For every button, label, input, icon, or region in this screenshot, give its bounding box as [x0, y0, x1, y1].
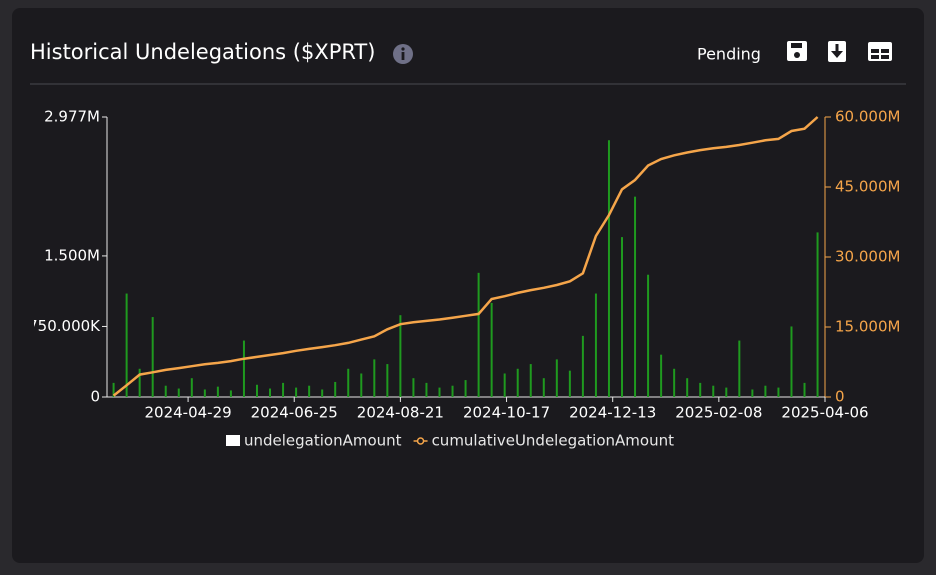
bar — [738, 340, 741, 397]
bar — [464, 380, 467, 397]
bar — [282, 382, 285, 397]
y2-tick-label: 45.000M — [835, 178, 900, 196]
bar — [516, 368, 519, 397]
bar — [138, 368, 141, 397]
bar — [425, 382, 428, 397]
bar — [542, 378, 545, 397]
bar — [790, 326, 793, 397]
legend-label: undelegationAmount — [244, 432, 402, 450]
bar — [477, 272, 480, 397]
bar — [242, 340, 245, 397]
bar — [751, 389, 754, 397]
bar — [660, 354, 663, 397]
bar — [360, 373, 363, 397]
y-tick-label: 1.500M — [44, 246, 100, 264]
legend: undelegationAmount cumulativeUndelegation… — [226, 432, 674, 450]
bar — [581, 335, 584, 397]
bar — [594, 293, 597, 397]
chart-title: Historical Undelegations ($XPRT) — [30, 40, 375, 64]
bar — [125, 293, 128, 397]
bar — [634, 196, 637, 397]
bar — [725, 387, 728, 397]
table-icon[interactable] — [868, 42, 892, 61]
y2-tick-label: 15.000M — [835, 318, 900, 336]
bar — [308, 385, 311, 397]
bar — [607, 140, 610, 397]
bar — [621, 237, 624, 397]
bar — [229, 390, 232, 397]
x-tick-label: 2025-02-08 — [675, 404, 762, 422]
card — [12, 8, 924, 563]
legend-swatch — [226, 435, 240, 446]
legend-swatch — [416, 437, 425, 445]
x-tick-label: 2024-06-25 — [251, 404, 338, 422]
x-tick-label: 2024-10-17 — [463, 404, 550, 422]
line — [112, 116, 819, 397]
bar — [216, 386, 219, 397]
status-label: Pending — [697, 45, 761, 64]
save-icon[interactable] — [787, 41, 807, 61]
bar — [568, 370, 571, 397]
bar — [269, 388, 272, 397]
bar — [816, 232, 819, 397]
bar — [334, 381, 337, 397]
bar — [203, 389, 206, 397]
legend-label: cumulativeUndelegationAmount — [432, 432, 675, 450]
y2-tick-label: 0 — [835, 388, 845, 406]
bar — [673, 368, 676, 397]
bar — [399, 315, 402, 397]
bar — [803, 382, 806, 397]
bar — [347, 368, 350, 397]
bar — [647, 274, 650, 397]
bar — [112, 382, 115, 397]
bar — [529, 364, 532, 397]
bar — [699, 382, 702, 397]
y-tick-label: 2.977M — [44, 108, 100, 126]
bar — [373, 359, 376, 397]
x-tick-label: 2025-04-06 — [781, 404, 868, 422]
plot: 0 750.000K 1.500M 2.977M 0 15.000M 30.000M 45.0… — [28, 108, 900, 450]
bar — [321, 389, 324, 397]
y-tick-label: 750.000K — [28, 317, 101, 335]
bar — [490, 302, 493, 397]
bar — [177, 388, 180, 397]
bar — [712, 385, 715, 397]
bar — [295, 387, 298, 397]
bar — [451, 385, 454, 397]
bar — [686, 378, 689, 397]
bar — [764, 385, 767, 397]
y2-tick-label: 60.000M — [835, 108, 900, 126]
bar — [386, 364, 389, 397]
bar — [503, 373, 506, 397]
bar — [555, 359, 558, 397]
bar — [777, 387, 780, 397]
bar — [255, 384, 258, 397]
bar — [438, 387, 441, 397]
x-tick-label: 2024-04-29 — [144, 404, 231, 422]
y-tick-label: 0 — [90, 388, 100, 406]
bar — [164, 385, 167, 397]
x-tick-label: 2024-08-21 — [357, 404, 444, 422]
download-icon[interactable] — [828, 41, 846, 62]
x-tick-label: 2024-12-13 — [569, 404, 656, 422]
info-icon[interactable] — [393, 44, 413, 64]
y2-tick-label: 30.000M — [835, 248, 900, 266]
bar — [412, 378, 415, 397]
bar — [151, 317, 154, 397]
bar — [190, 378, 193, 397]
